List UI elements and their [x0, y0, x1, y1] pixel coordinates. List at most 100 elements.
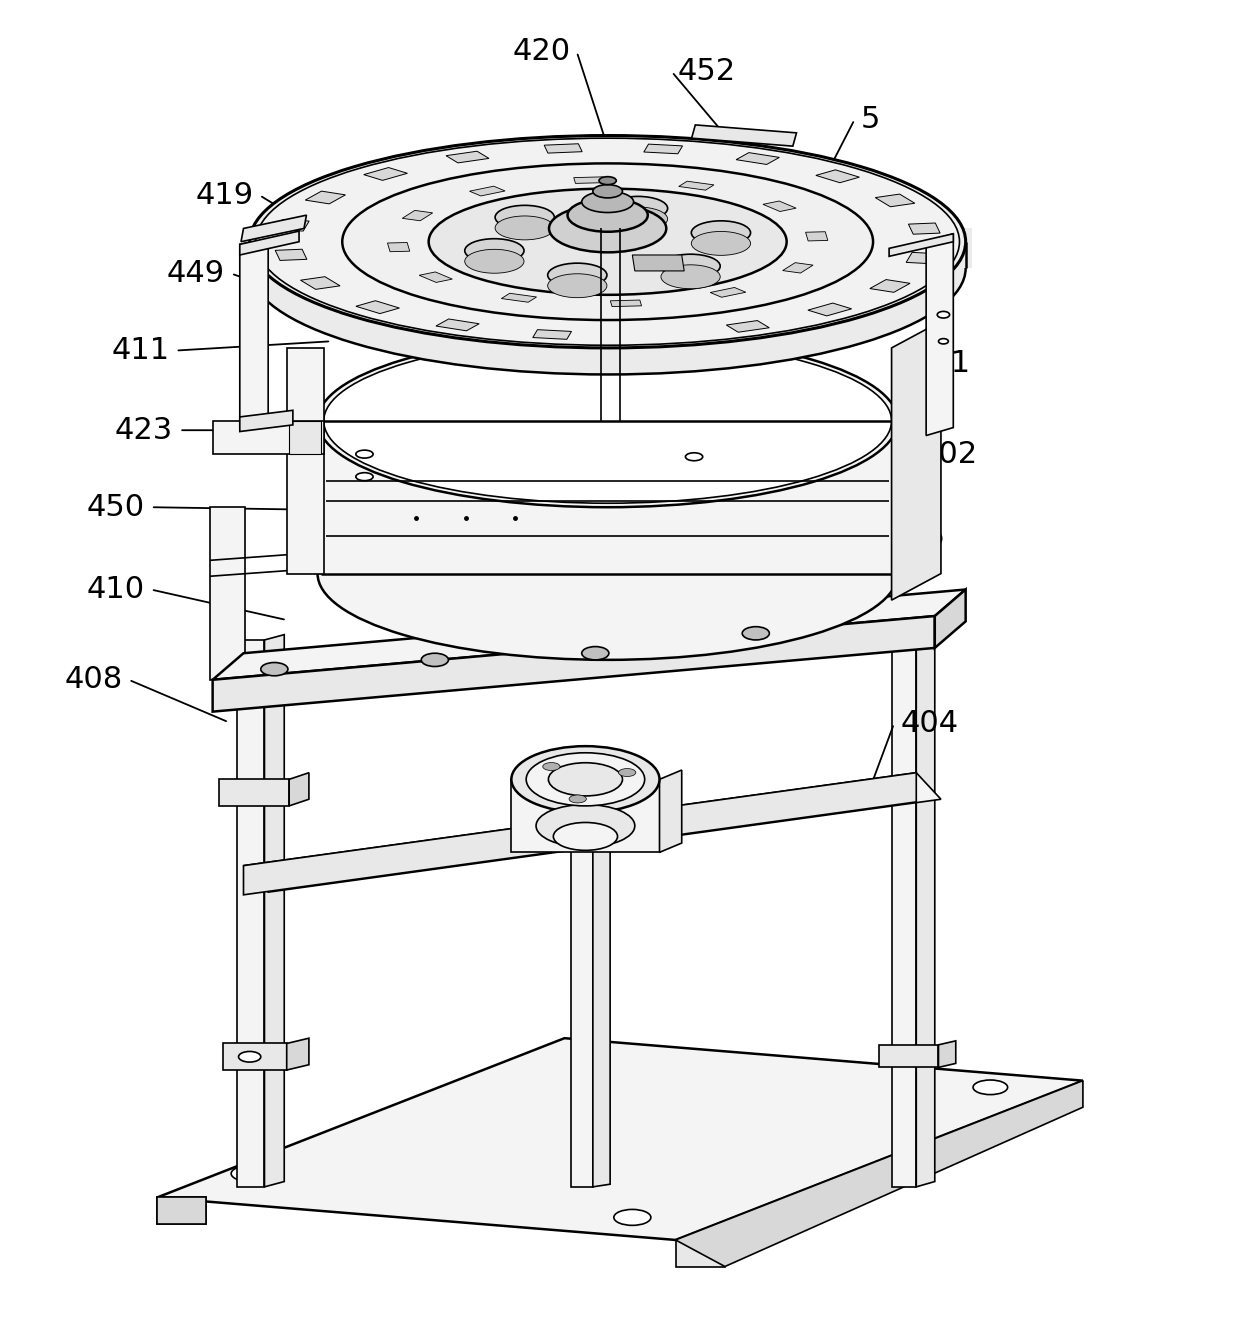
- Ellipse shape: [465, 239, 525, 263]
- Ellipse shape: [526, 753, 645, 806]
- Polygon shape: [737, 152, 780, 164]
- Ellipse shape: [692, 221, 750, 245]
- Polygon shape: [289, 421, 321, 455]
- Polygon shape: [300, 277, 340, 289]
- Polygon shape: [916, 620, 935, 1186]
- Polygon shape: [676, 1081, 1083, 1266]
- Polygon shape: [470, 187, 505, 196]
- Polygon shape: [286, 1038, 309, 1070]
- Ellipse shape: [569, 794, 587, 802]
- Polygon shape: [237, 640, 264, 1186]
- Polygon shape: [419, 272, 453, 283]
- Polygon shape: [892, 321, 941, 600]
- Polygon shape: [593, 757, 610, 1186]
- Ellipse shape: [661, 255, 720, 279]
- Text: 401: 401: [913, 349, 971, 379]
- Polygon shape: [212, 616, 935, 712]
- Ellipse shape: [553, 822, 618, 850]
- Polygon shape: [222, 1044, 286, 1070]
- Polygon shape: [879, 1045, 939, 1068]
- Text: 411: 411: [112, 336, 170, 365]
- Ellipse shape: [543, 762, 560, 770]
- Polygon shape: [157, 1197, 207, 1224]
- Ellipse shape: [356, 473, 373, 481]
- Ellipse shape: [511, 746, 660, 813]
- Polygon shape: [632, 255, 684, 271]
- Ellipse shape: [599, 177, 616, 185]
- Ellipse shape: [495, 216, 554, 240]
- Polygon shape: [909, 223, 940, 235]
- Polygon shape: [212, 589, 966, 680]
- Ellipse shape: [429, 189, 786, 295]
- Polygon shape: [239, 231, 299, 255]
- Polygon shape: [935, 589, 966, 648]
- Ellipse shape: [743, 627, 769, 640]
- Ellipse shape: [548, 762, 622, 796]
- Ellipse shape: [238, 1052, 260, 1062]
- Text: 5: 5: [861, 105, 880, 135]
- Polygon shape: [305, 191, 346, 204]
- Text: 420: 420: [512, 37, 570, 67]
- Ellipse shape: [582, 647, 609, 660]
- Ellipse shape: [249, 163, 966, 375]
- Ellipse shape: [593, 185, 622, 197]
- Text: 419: 419: [195, 181, 253, 209]
- Polygon shape: [610, 300, 641, 307]
- Polygon shape: [544, 144, 582, 153]
- Ellipse shape: [495, 205, 554, 229]
- Polygon shape: [533, 329, 572, 340]
- Text: 403: 403: [895, 605, 954, 635]
- Polygon shape: [218, 780, 289, 806]
- Polygon shape: [574, 177, 605, 184]
- Ellipse shape: [536, 805, 635, 846]
- Polygon shape: [239, 239, 268, 427]
- Ellipse shape: [255, 139, 960, 345]
- Polygon shape: [676, 1240, 725, 1266]
- Text: 423: 423: [115, 416, 174, 445]
- Polygon shape: [363, 168, 408, 180]
- Ellipse shape: [582, 191, 634, 212]
- Polygon shape: [570, 760, 593, 1186]
- Text: 410: 410: [87, 575, 145, 604]
- Ellipse shape: [609, 196, 667, 220]
- Polygon shape: [277, 220, 309, 231]
- Polygon shape: [782, 263, 813, 273]
- Polygon shape: [806, 232, 828, 241]
- Polygon shape: [212, 421, 324, 455]
- Ellipse shape: [609, 207, 667, 231]
- Ellipse shape: [548, 273, 606, 297]
- Ellipse shape: [324, 339, 892, 504]
- Polygon shape: [644, 144, 682, 153]
- Ellipse shape: [939, 339, 949, 344]
- Polygon shape: [289, 773, 309, 806]
- Polygon shape: [727, 320, 769, 332]
- Polygon shape: [243, 773, 941, 892]
- Text: 405: 405: [888, 524, 946, 552]
- Ellipse shape: [937, 312, 950, 319]
- Ellipse shape: [548, 263, 606, 287]
- Text: 452: 452: [678, 57, 737, 87]
- Polygon shape: [157, 1197, 207, 1224]
- Polygon shape: [906, 252, 939, 264]
- Ellipse shape: [568, 199, 647, 232]
- Polygon shape: [875, 195, 915, 207]
- Text: 402: 402: [920, 440, 978, 469]
- Ellipse shape: [686, 453, 703, 461]
- Ellipse shape: [465, 249, 525, 273]
- Polygon shape: [356, 301, 399, 313]
- Text: 449: 449: [167, 259, 224, 288]
- Polygon shape: [243, 228, 972, 268]
- Polygon shape: [889, 233, 954, 256]
- Polygon shape: [711, 288, 745, 297]
- Ellipse shape: [231, 1165, 268, 1181]
- Ellipse shape: [260, 663, 288, 676]
- Polygon shape: [264, 635, 284, 1186]
- Polygon shape: [286, 348, 324, 573]
- Ellipse shape: [317, 335, 898, 508]
- Polygon shape: [692, 125, 796, 147]
- Polygon shape: [436, 319, 479, 331]
- Polygon shape: [243, 773, 916, 894]
- Text: 450: 450: [87, 493, 145, 521]
- Polygon shape: [869, 280, 910, 292]
- Polygon shape: [210, 508, 244, 680]
